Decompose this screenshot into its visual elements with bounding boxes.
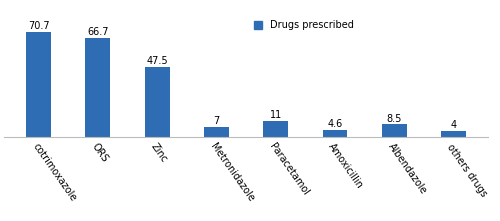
- Bar: [204, 127, 229, 137]
- Bar: [322, 130, 347, 137]
- Legend: Drugs prescribed: Drugs prescribed: [254, 20, 354, 30]
- Bar: [263, 121, 288, 137]
- Bar: [441, 131, 466, 137]
- Bar: [144, 67, 170, 137]
- Text: 4: 4: [450, 120, 456, 130]
- Text: 47.5: 47.5: [146, 56, 168, 66]
- Text: 11: 11: [270, 110, 282, 120]
- Bar: [382, 124, 406, 137]
- Text: 4.6: 4.6: [328, 119, 342, 129]
- Text: 66.7: 66.7: [87, 27, 108, 37]
- Text: 8.5: 8.5: [386, 114, 402, 124]
- Bar: [86, 38, 110, 137]
- Bar: [26, 32, 51, 137]
- Text: 7: 7: [214, 116, 220, 126]
- Text: 70.7: 70.7: [28, 21, 50, 31]
